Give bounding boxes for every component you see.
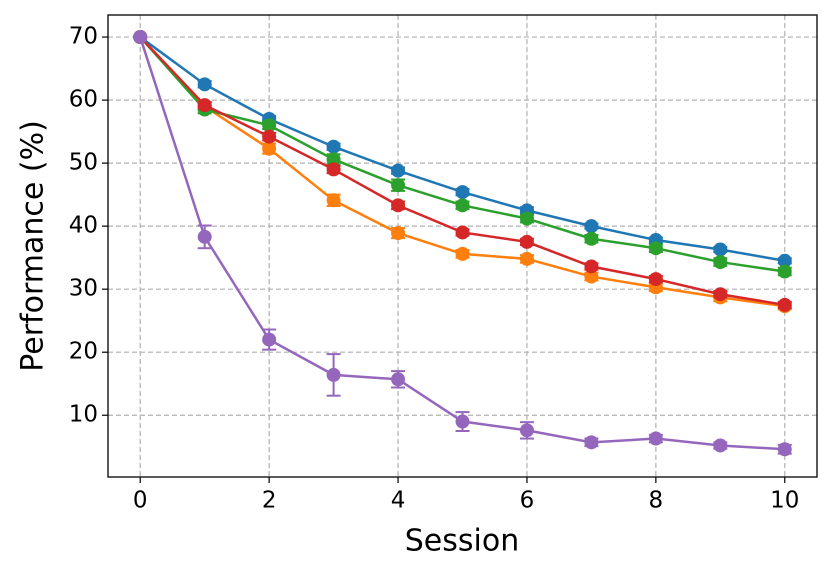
data-point: [519, 423, 534, 438]
data-point: [197, 229, 212, 244]
data-point: [519, 251, 534, 266]
data-point: [648, 241, 663, 256]
data-point: [326, 367, 341, 382]
data-point: [648, 272, 663, 287]
data-point: [713, 438, 728, 453]
data-point: [391, 178, 406, 193]
data-point: [519, 211, 534, 226]
data-point: [713, 255, 728, 270]
y-tick-label: 40: [69, 213, 98, 239]
data-point: [584, 231, 599, 246]
data-point: [197, 98, 212, 113]
data-point: [391, 163, 406, 178]
data-point: [455, 185, 470, 200]
data-point: [455, 246, 470, 261]
y-tick-label: 50: [69, 150, 98, 176]
data-point: [262, 332, 277, 347]
data-point: [197, 77, 212, 92]
data-point: [455, 225, 470, 240]
x-tick-label: 10: [770, 488, 799, 514]
data-point: [584, 269, 599, 284]
data-point: [262, 129, 277, 144]
data-point: [519, 234, 534, 249]
data-point: [455, 414, 470, 429]
series-line: [139, 36, 785, 307]
data-point: [391, 372, 406, 387]
x-tick-label: 0: [133, 488, 148, 514]
data-point: [584, 435, 599, 450]
y-tick-label: 70: [69, 24, 98, 50]
x-tick-label: 2: [262, 488, 277, 514]
x-tick-label: 4: [391, 488, 406, 514]
y-tick-label: 30: [69, 276, 98, 302]
data-point: [133, 30, 148, 45]
data-point: [584, 259, 599, 274]
series-line: [139, 36, 785, 308]
data-point: [262, 141, 277, 156]
y-axis-label: Performance (%): [16, 120, 51, 372]
data-point: [777, 253, 792, 268]
y-tick-label: 60: [69, 87, 98, 113]
x-tick-label: 8: [649, 488, 664, 514]
data-point: [391, 226, 406, 241]
data-point: [584, 219, 599, 234]
data-point: [713, 242, 728, 257]
data-point: [455, 198, 470, 213]
data-point: [326, 152, 341, 167]
data-point: [777, 442, 792, 457]
y-tick-label: 20: [69, 339, 98, 365]
data-point: [391, 198, 406, 213]
y-tick-label: 10: [69, 402, 98, 428]
data-point: [326, 139, 341, 154]
data-point: [648, 431, 663, 446]
x-tick-label: 6: [520, 488, 535, 514]
plot-frame: [107, 14, 818, 478]
x-axis-label: Session: [405, 524, 519, 559]
data-point: [713, 287, 728, 302]
data-point: [326, 193, 341, 208]
data-point: [777, 264, 792, 279]
data-point: [262, 118, 277, 133]
data-point: [326, 162, 341, 177]
series-line: [139, 36, 785, 451]
data-point: [777, 297, 792, 312]
